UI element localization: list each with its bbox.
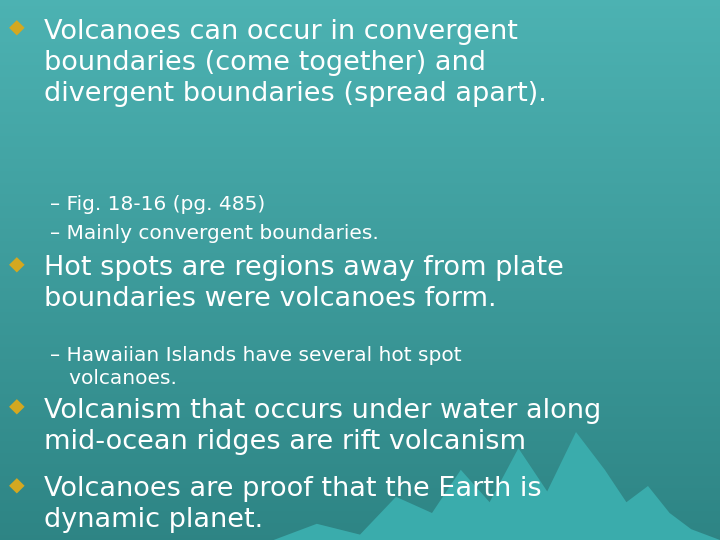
Text: Volcanoes are proof that the Earth is
dynamic planet.: Volcanoes are proof that the Earth is dy… xyxy=(44,476,541,534)
Polygon shape xyxy=(274,432,720,540)
Text: ◆: ◆ xyxy=(9,255,25,274)
Text: – Fig. 18-16 (pg. 485): – Fig. 18-16 (pg. 485) xyxy=(50,195,266,214)
Text: Volcanoes can occur in convergent
boundaries (come together) and
divergent bound: Volcanoes can occur in convergent bounda… xyxy=(44,19,546,107)
Text: ◆: ◆ xyxy=(9,19,25,38)
Text: – Mainly convergent boundaries.: – Mainly convergent boundaries. xyxy=(50,224,379,243)
Text: – Hawaiian Islands have several hot spot
   volcanoes.: – Hawaiian Islands have several hot spot… xyxy=(50,346,462,388)
Text: Volcanism that occurs under water along
mid-ocean ridges are rift volcanism: Volcanism that occurs under water along … xyxy=(44,398,601,455)
Text: ◆: ◆ xyxy=(9,398,25,417)
Text: ◆: ◆ xyxy=(9,476,25,495)
Text: Hot spots are regions away from plate
boundaries were volcanoes form.: Hot spots are regions away from plate bo… xyxy=(44,255,564,313)
